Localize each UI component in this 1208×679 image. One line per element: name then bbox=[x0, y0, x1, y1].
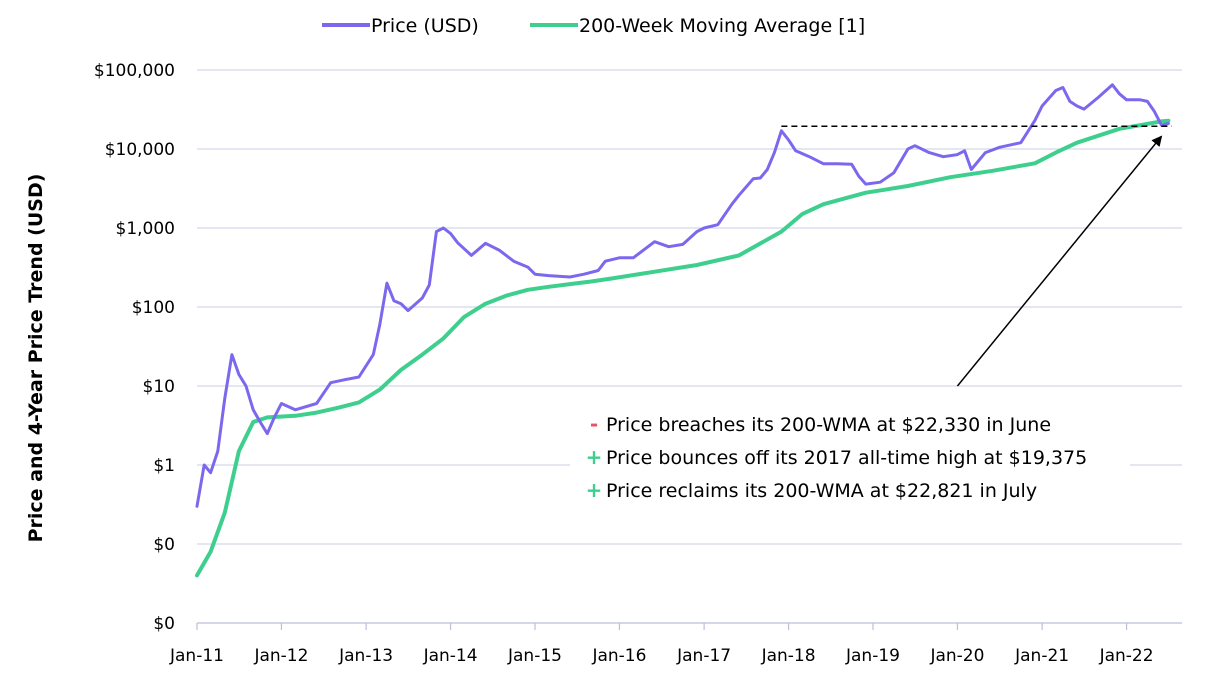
x-tick-label: Jan-15 bbox=[507, 646, 562, 666]
x-tick-label: Jan-16 bbox=[591, 646, 646, 666]
x-tick-label: Jan-17 bbox=[676, 646, 731, 666]
x-tick-label: Jan-22 bbox=[1099, 646, 1154, 666]
y-tick-label: $100,000 bbox=[94, 61, 175, 81]
series-line-200wma bbox=[195, 118, 1171, 578]
y-axis-ticks: $0 $0 $1 $10 $100 $1,000 $10,000 $100,000 bbox=[94, 61, 175, 634]
grid-lines bbox=[197, 69, 1182, 545]
x-tick-label: Jan-11 bbox=[169, 646, 224, 666]
legend-label-price: Price (USD) bbox=[371, 15, 479, 37]
x-tick-label: Jan-12 bbox=[253, 646, 308, 666]
note-sign: + bbox=[586, 478, 603, 502]
y-tick-label: $10 bbox=[143, 377, 175, 397]
x-tick-label: Jan-13 bbox=[338, 646, 393, 666]
reference-line-layer bbox=[781, 125, 1172, 387]
notes-background bbox=[570, 402, 1130, 512]
y-tick-label: $1 bbox=[153, 456, 175, 476]
x-tick-label: Jan-19 bbox=[845, 646, 900, 666]
y-tick-label: $0 bbox=[153, 614, 175, 634]
note-text: Price breaches its 200-WMA at $22,330 in… bbox=[606, 414, 1051, 436]
note-text: Price reclaims its 200-WMA at $22,821 in… bbox=[606, 480, 1037, 502]
x-tick-label: Jan-20 bbox=[929, 646, 984, 666]
note-sign: - bbox=[590, 412, 598, 436]
note-sign: + bbox=[586, 445, 603, 469]
y-tick-label: $0 bbox=[153, 535, 175, 555]
y-tick-label: $100 bbox=[132, 298, 175, 318]
annotation-arrow bbox=[956, 135, 1163, 387]
series-layer bbox=[195, 83, 1171, 578]
annotation-notes: - Price breaches its 200-WMA at $22,330 i… bbox=[570, 402, 1130, 512]
x-axis: Jan-11 Jan-12 Jan-13 Jan-14 Jan-15 Jan-16 Jan-… bbox=[169, 622, 1182, 666]
series-line-price bbox=[195, 83, 1170, 508]
legend-label-200wma: 200-Week Moving Average [1] bbox=[579, 15, 865, 37]
y-axis-label: Price and 4-Year Price Trend (USD) bbox=[25, 174, 47, 543]
x-tick-label: Jan-14 bbox=[423, 646, 478, 666]
x-tick-label: Jan-18 bbox=[761, 646, 816, 666]
note-text: Price bounces off its 2017 all-time high… bbox=[606, 447, 1087, 469]
y-tick-label: $1,000 bbox=[116, 219, 175, 239]
legend: Price (USD) 200-Week Moving Average [1] bbox=[322, 15, 865, 37]
y-tick-label: $10,000 bbox=[105, 140, 175, 160]
x-tick-label: Jan-21 bbox=[1014, 646, 1069, 666]
